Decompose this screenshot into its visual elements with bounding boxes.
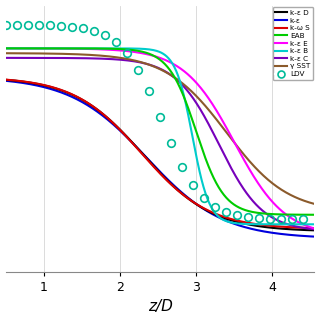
X-axis label: z/D: z/D xyxy=(148,300,172,315)
Legend: k-ε D, k-ε, k-ω S, EAB, k-ε E, k-ε B, k-ε C, γ SST, LDV: k-ε D, k-ε, k-ω S, EAB, k-ε E, k-ε B, k-… xyxy=(273,7,313,80)
